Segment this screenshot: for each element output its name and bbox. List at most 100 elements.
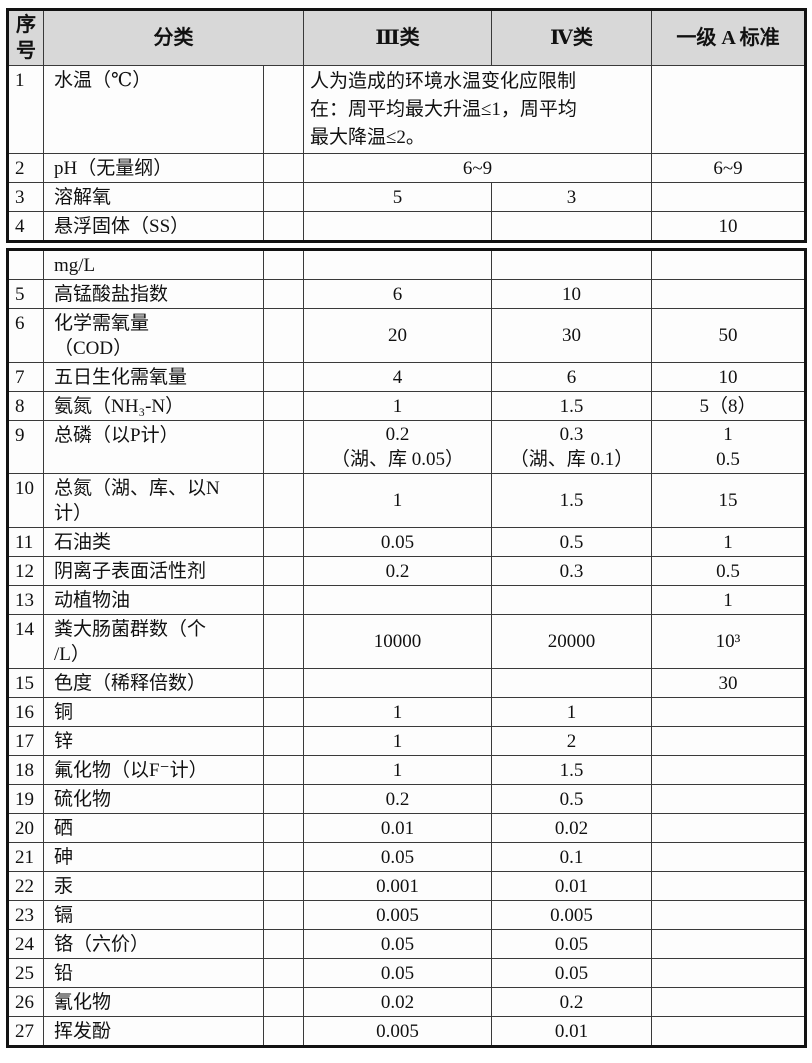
cell-category: 铅 [43,958,264,988]
cell-class3: 0.05 [303,958,492,988]
cell-seq: 24 [7,929,44,959]
cell-category: 总氮（湖、库、以N 计） [43,473,264,528]
cell-class4 [491,211,652,242]
cell-class4: 0.3 [491,556,652,586]
header-class3: Ⅲ类 [303,9,492,66]
cell-class3-4-merged: 6~9 [303,153,652,183]
cell-grade-a [651,842,806,872]
cell-class4 [491,585,652,615]
cell-seq: 22 [7,871,44,901]
table-row: 20 硒 0.01 0.02 [7,813,806,843]
cell-grade-a: 10³ [651,614,806,669]
cell-grade-a [651,755,806,785]
table-row: 18 氟化物（以F⁻计） 1 1.5 [7,755,806,785]
cell-seq: 14 [7,614,44,669]
cell-seq: 9 [7,420,44,474]
cell-seq: 2 [7,153,44,183]
cell-category: 色度（稀释倍数） [43,668,264,698]
cell-category: 水温（℃） [43,65,264,154]
cell-gap [263,249,304,280]
cell-gap [263,182,304,212]
table-row: 14 粪大肠菌群数（个 /L） 10000 20000 10³ [7,614,806,669]
table-row: 16 铜 1 1 [7,697,806,727]
cell-seq: 27 [7,1016,44,1047]
cell-class4: 0.02 [491,813,652,843]
cell-seq: 7 [7,362,44,392]
header-grade-a: 一级 A 标准 [651,9,806,66]
lower-table-body: mg/L 5 高锰酸盐指数 6 10 6 化学需氧量 （COD） 20 30 50 7 五日生化需氧量… [7,249,806,1047]
header-category: 分类 [43,9,304,66]
cell-category: 硫化物 [43,784,264,814]
cell-class4: 20000 [491,614,652,669]
cell-gap [263,362,304,392]
cell-gap [263,987,304,1017]
table-row: 17 锌 1 2 [7,726,806,756]
cell-category: 氟化物（以F⁻计） [43,755,264,785]
cell-seq: 18 [7,755,44,785]
cell-gap [263,842,304,872]
header-class4: Ⅳ类 [491,9,652,66]
cell-seq: 23 [7,900,44,930]
cell-category: 挥发酚 [43,1016,264,1047]
cell-gap [263,391,304,421]
cell-category: 石油类 [43,527,264,557]
cell-class3: 1 [303,473,492,528]
cell-grade-a: 30 [651,668,806,698]
cell-grade-a: 0.5 [651,556,806,586]
table-row: 12 阴离子表面活性剂 0.2 0.3 0.5 [7,556,806,586]
table-row: 23 镉 0.005 0.005 [7,900,806,930]
cell-grade-a [651,726,806,756]
cell-grade-a: 6~9 [651,153,806,183]
cell-class4: 3 [491,182,652,212]
cell-class3: 1 [303,755,492,785]
cell-class4: 0.3 （湖、库 0.1） [491,420,652,474]
cell-gap [263,784,304,814]
cell-category: 氨氮（NH₃-N） [43,391,264,421]
cell-category: pH（无量纲） [43,153,264,183]
table-row: 27 挥发酚 0.005 0.01 [7,1016,806,1047]
cell-gap [263,153,304,183]
cell-gap [263,585,304,615]
cell-class4: 2 [491,726,652,756]
cell-class4: 10 [491,279,652,309]
cell-category: 锌 [43,726,264,756]
cell-gap [263,1016,304,1047]
cell-class4: 1.5 [491,473,652,528]
table-row: 1 水温（℃） 人为造成的环境水温变化应限制 在：周平均最大升温≤1，周平均 最大降… [7,65,806,154]
cell-gap [263,279,304,309]
cell-grade-a: 10 [651,362,806,392]
cell-grade-a [651,279,806,309]
table-row: 11 石油类 0.05 0.5 1 [7,527,806,557]
table-row: 13 动植物油 1 [7,585,806,615]
cell-gap [263,755,304,785]
cell-class3: 0.05 [303,842,492,872]
cell-gap [263,958,304,988]
cell-gap [263,697,304,727]
cell-grade-a: 10 [651,211,806,242]
cell-category: 铬（六价） [43,929,264,959]
table-row: 2 pH（无量纲） 6~9 6~9 [7,153,806,183]
cell-class3: 20 [303,308,492,363]
cell-grade-a [651,1016,806,1047]
cell-class3: 0.005 [303,900,492,930]
cell-category: 汞 [43,871,264,901]
cell-class4: 0.05 [491,929,652,959]
cell-class3: 0.05 [303,929,492,959]
cell-grade-a [651,65,806,154]
cell-seq: 26 [7,987,44,1017]
cell-category: 总磷（以P计） [43,420,264,474]
cell-class3: 5 [303,182,492,212]
upper-table-body: 1 水温（℃） 人为造成的环境水温变化应限制 在：周平均最大升温≤1，周平均 最大降… [7,65,806,242]
cell-class4 [491,249,652,280]
table-row: 21 砷 0.05 0.1 [7,842,806,872]
cell-grade-a: 1 0.5 [651,420,806,474]
cell-grade-a [651,697,806,727]
cell-class3: 0.05 [303,527,492,557]
cell-class4: 0.5 [491,527,652,557]
cell-seq: 11 [7,527,44,557]
cell-class3: 0.2 [303,784,492,814]
cell-seq: 4 [7,211,44,242]
cell-class3-4-merged: 人为造成的环境水温变化应限制 在：周平均最大升温≤1，周平均 最大降温≤2。 [303,65,652,154]
table-row: 3 溶解氧 5 3 [7,182,806,212]
cell-seq: 5 [7,279,44,309]
